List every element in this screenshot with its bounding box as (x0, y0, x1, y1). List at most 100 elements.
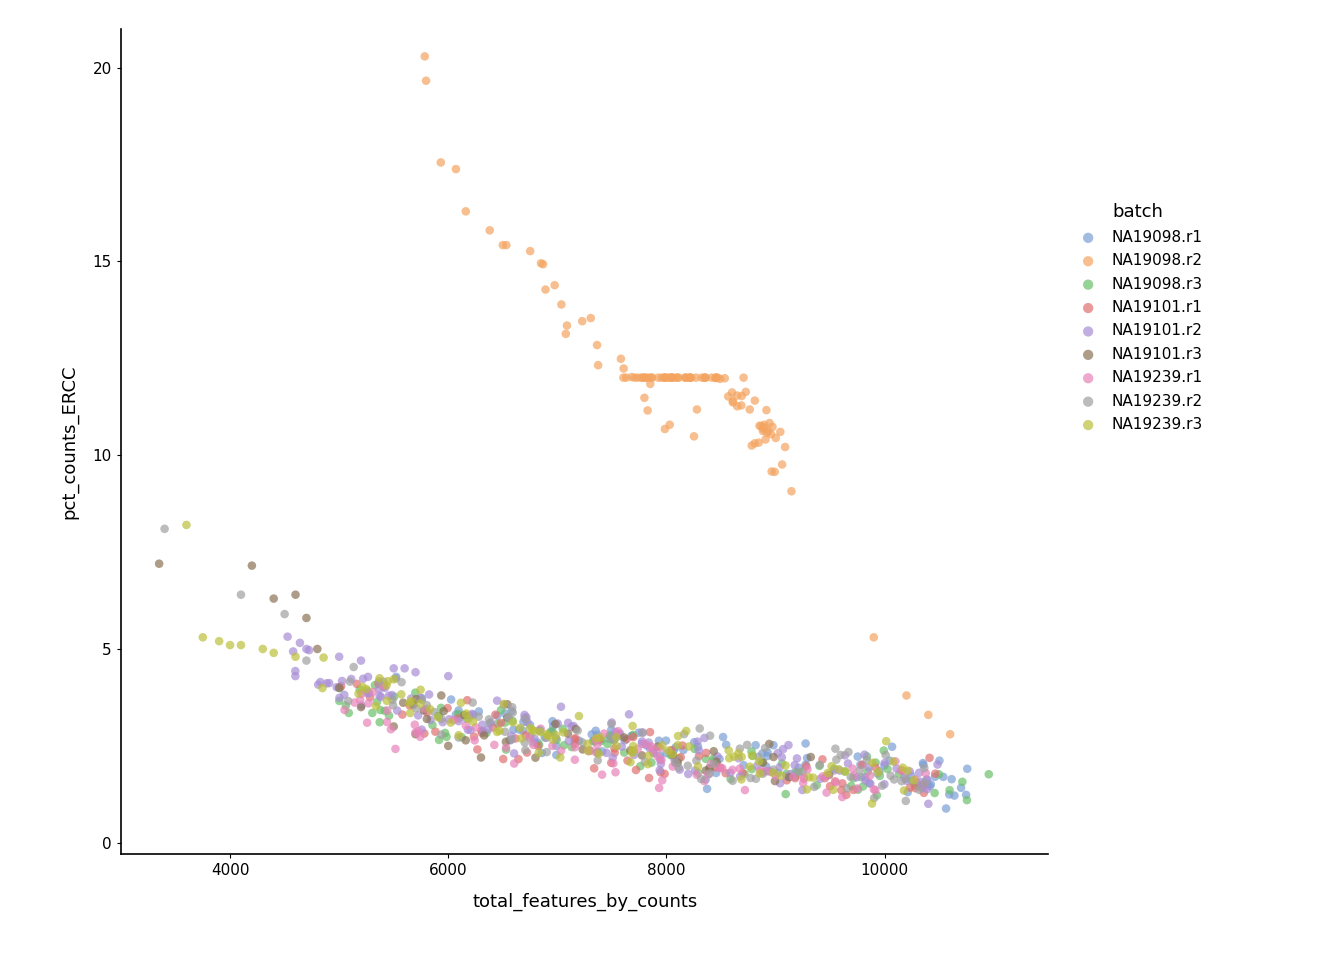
NA19239.r2 (536, 744, 558, 759)
NA19239.r1 (859, 768, 880, 783)
NA19101.r2 (558, 733, 579, 749)
NA19098.r2 (430, 155, 452, 170)
NA19098.r2 (706, 370, 727, 385)
NA19098.r3 (792, 764, 813, 780)
NA19098.r2 (519, 244, 540, 259)
NA19101.r1 (775, 773, 797, 788)
NA19098.r2 (610, 351, 632, 367)
NA19239.r1 (793, 776, 814, 791)
NA19101.r1 (589, 732, 610, 747)
NA19239.r3 (577, 736, 598, 752)
NA19101.r3 (263, 591, 285, 607)
NA19098.r3 (534, 730, 555, 745)
NA19101.r1 (391, 707, 413, 722)
NA19098.r2 (722, 394, 743, 409)
NA19101.r2 (285, 663, 306, 679)
NA19098.r2 (770, 424, 792, 440)
NA19098.r2 (710, 372, 731, 387)
NA19098.r1 (913, 756, 934, 771)
NA19239.r1 (602, 756, 624, 771)
NA19239.r2 (601, 731, 622, 746)
NA19239.r1 (728, 761, 750, 777)
NA19098.r2 (535, 282, 556, 298)
NA19239.r3 (828, 761, 849, 777)
NA19101.r3 (453, 708, 474, 723)
NA19098.r1 (589, 732, 610, 747)
NA19101.r2 (472, 717, 493, 732)
NA19101.r2 (853, 770, 875, 785)
NA19098.r3 (767, 765, 789, 780)
NA19101.r2 (650, 756, 672, 772)
NA19098.r2 (763, 465, 785, 480)
NA19101.r2 (632, 733, 653, 749)
NA19239.r1 (351, 686, 372, 702)
NA19101.r2 (560, 719, 582, 734)
NA19239.r1 (349, 692, 371, 708)
NA19101.r1 (448, 710, 469, 726)
NA19101.r1 (710, 760, 731, 776)
NA19098.r2 (667, 370, 688, 385)
NA19101.r2 (378, 688, 399, 704)
NA19101.r2 (927, 756, 949, 772)
NA19239.r2 (825, 741, 847, 756)
NA19239.r3 (530, 725, 551, 740)
NA19239.r3 (875, 733, 896, 749)
NA19239.r3 (749, 754, 770, 769)
NA19239.r2 (754, 740, 775, 756)
NA19101.r1 (399, 698, 421, 713)
NA19098.r3 (579, 743, 601, 758)
NA19098.r3 (888, 766, 910, 781)
NA19098.r1 (601, 722, 622, 737)
NA19239.r1 (464, 732, 485, 748)
NA19101.r1 (891, 763, 913, 779)
NA19239.r2 (825, 752, 847, 767)
NA19101.r3 (148, 556, 169, 571)
NA19098.r3 (356, 684, 378, 699)
NA19101.r2 (684, 763, 706, 779)
NA19098.r3 (427, 708, 449, 724)
NA19239.r2 (423, 705, 445, 720)
NA19101.r3 (495, 734, 516, 750)
NA19101.r2 (857, 760, 879, 776)
NA19098.r1 (755, 759, 777, 775)
NA19239.r1 (628, 741, 649, 756)
NA19101.r2 (513, 708, 535, 723)
NA19239.r2 (530, 723, 551, 738)
NA19239.r3 (679, 739, 700, 755)
NA19101.r3 (620, 743, 641, 758)
NA19101.r2 (405, 664, 426, 680)
NA19101.r2 (759, 764, 781, 780)
NA19101.r3 (241, 558, 262, 573)
NA19101.r2 (516, 714, 538, 730)
NA19239.r3 (796, 781, 817, 797)
NA19101.r3 (438, 738, 460, 754)
NA19098.r1 (917, 777, 938, 792)
NA19098.r3 (487, 716, 508, 732)
NA19098.r1 (797, 751, 818, 766)
NA19098.r2 (660, 370, 681, 385)
NA19239.r2 (343, 660, 364, 675)
NA19101.r2 (728, 751, 750, 766)
NA19239.r3 (383, 672, 405, 687)
NA19239.r3 (410, 696, 431, 711)
NA19098.r1 (569, 733, 590, 749)
NA19101.r1 (607, 726, 629, 741)
NA19239.r2 (689, 721, 711, 736)
NA19101.r1 (905, 780, 926, 796)
NA19239.r2 (567, 723, 589, 738)
NA19239.r2 (391, 675, 413, 690)
NA19098.r1 (786, 765, 808, 780)
NA19101.r1 (649, 764, 671, 780)
NA19101.r2 (899, 764, 921, 780)
NA19239.r2 (386, 671, 407, 686)
NA19101.r2 (370, 689, 391, 705)
NA19239.r3 (192, 630, 214, 645)
NA19098.r1 (512, 714, 534, 730)
NA19101.r1 (638, 770, 660, 785)
NA19239.r3 (520, 720, 542, 735)
NA19101.r2 (792, 782, 813, 798)
NA19098.r3 (742, 748, 763, 763)
NA19101.r3 (383, 719, 405, 734)
NA19239.r3 (458, 711, 480, 727)
NA19239.r2 (871, 778, 892, 793)
